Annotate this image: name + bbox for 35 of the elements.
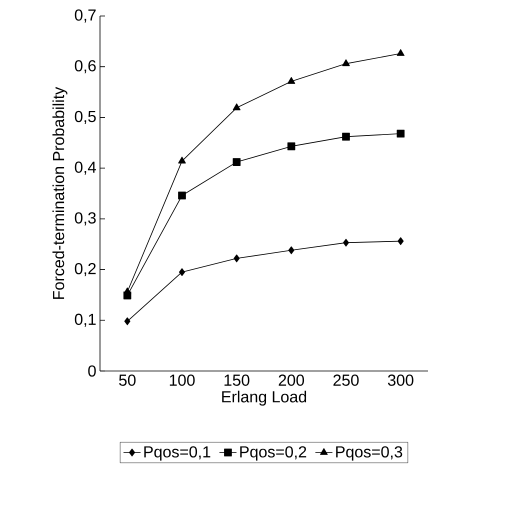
point <box>232 103 241 110</box>
x-tick-label: 200 <box>278 374 304 386</box>
y-tick-label: 0 <box>88 365 96 377</box>
point <box>288 246 294 254</box>
y-tick-label: 0,3 <box>74 212 96 226</box>
x-tick-label: 300 <box>388 374 414 386</box>
legend-label: Pqos=0,1 <box>144 446 210 461</box>
point <box>178 192 186 200</box>
x-axis-title: Erlang Load <box>222 390 306 406</box>
point <box>124 317 130 326</box>
point <box>232 158 241 166</box>
y-tick-label: 0,5 <box>74 110 96 124</box>
x-tick-label: 250 <box>333 374 359 386</box>
point <box>396 49 405 56</box>
y-tick-label: 0,4 <box>74 162 96 175</box>
point <box>342 132 350 141</box>
y-tick-label: 0,2 <box>74 262 96 276</box>
point <box>287 77 296 84</box>
x-tick-label: 150 <box>224 374 250 386</box>
legend-label: Pqos=0,2 <box>240 446 306 461</box>
y-tick-label: 0,1 <box>74 314 96 327</box>
y-axis-title: Forced-termination Probability <box>52 86 68 299</box>
point <box>396 130 405 138</box>
point <box>398 237 404 246</box>
x-tick-label: 100 <box>170 374 195 386</box>
legend-label: Pqos=0,3 <box>336 446 402 461</box>
y-tick-label: 0,7 <box>74 9 96 23</box>
y-tick-label: 0,6 <box>74 60 96 74</box>
point <box>178 156 186 164</box>
point <box>287 142 296 150</box>
point <box>234 254 240 262</box>
point <box>342 59 350 66</box>
point <box>178 268 186 276</box>
x-tick-label: 50 <box>119 374 136 386</box>
point <box>342 238 350 247</box>
